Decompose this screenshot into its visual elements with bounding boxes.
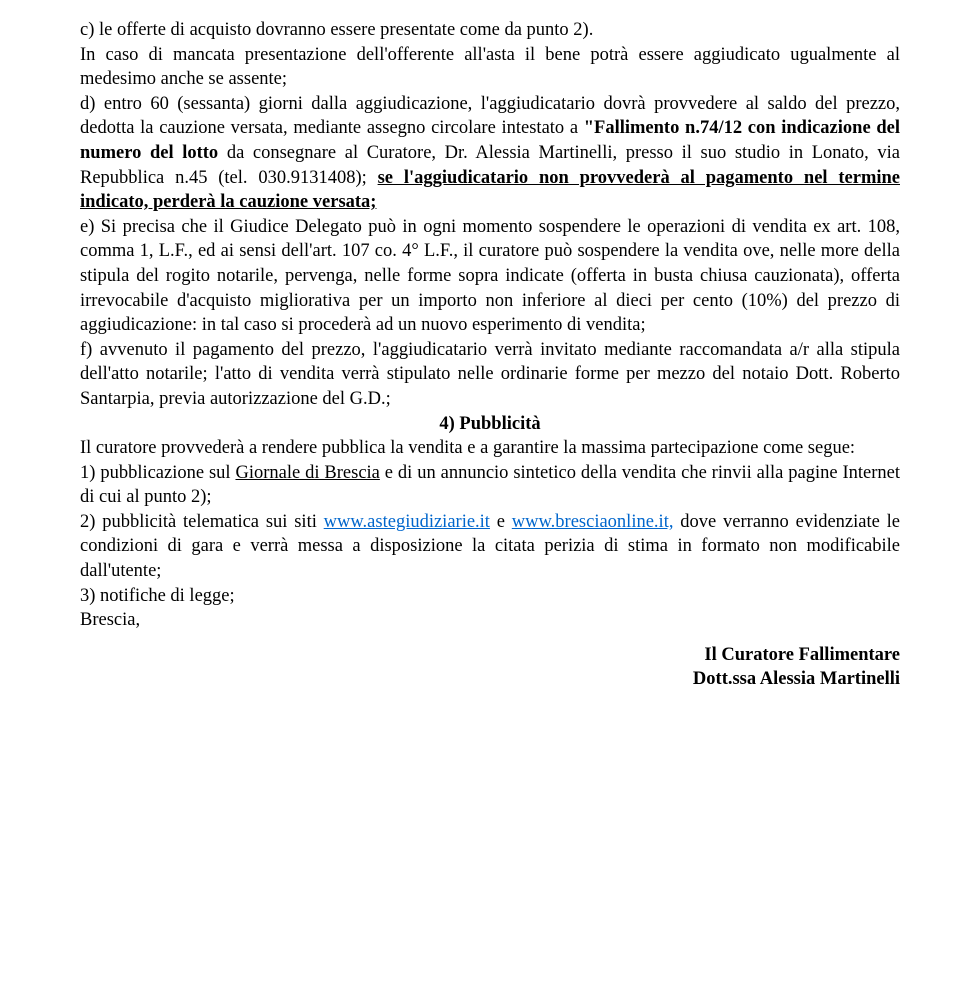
pub2-mid: e [490, 512, 512, 532]
pub-item-1: 1) pubblicazione sul Giornale di Brescia… [80, 461, 900, 510]
pub2-pre: 2) pubblicità telematica sui siti [80, 512, 324, 532]
para-mancata: In caso di mancata presentazione dell'of… [80, 43, 900, 92]
signature-role: Il Curatore Fallimentare [80, 643, 900, 668]
signature-name: Dott.ssa Alessia Martinelli [80, 667, 900, 692]
place-line: Brescia, [80, 608, 900, 633]
item-c: c) le offerte di acquisto dovranno esser… [80, 18, 900, 43]
link-bresciaonline[interactable]: www.bresciaonline.it, [512, 512, 674, 532]
document-body: c) le offerte di acquisto dovranno esser… [80, 18, 900, 692]
signature-block: Il Curatore Fallimentare Dott.ssa Alessi… [80, 643, 900, 692]
heading-4: 4) Pubblicità [80, 412, 900, 437]
pub-intro: Il curatore provvederà a rendere pubblic… [80, 436, 900, 461]
pub-item-3: 3) notifiche di legge; [80, 584, 900, 609]
pub-item-2: 2) pubblicità telematica sui siti www.as… [80, 510, 900, 584]
pub1-journal: Giornale di Brescia [235, 463, 379, 483]
item-d: d) entro 60 (sessanta) giorni dalla aggi… [80, 92, 900, 215]
item-f: f) avvenuto il pagamento del prezzo, l'a… [80, 338, 900, 412]
pub1-pre: 1) pubblicazione sul [80, 463, 235, 483]
link-astegiudiziarie[interactable]: www.astegiudiziarie.it [324, 512, 490, 532]
item-e: e) Si precisa che il Giudice Delegato pu… [80, 215, 900, 338]
